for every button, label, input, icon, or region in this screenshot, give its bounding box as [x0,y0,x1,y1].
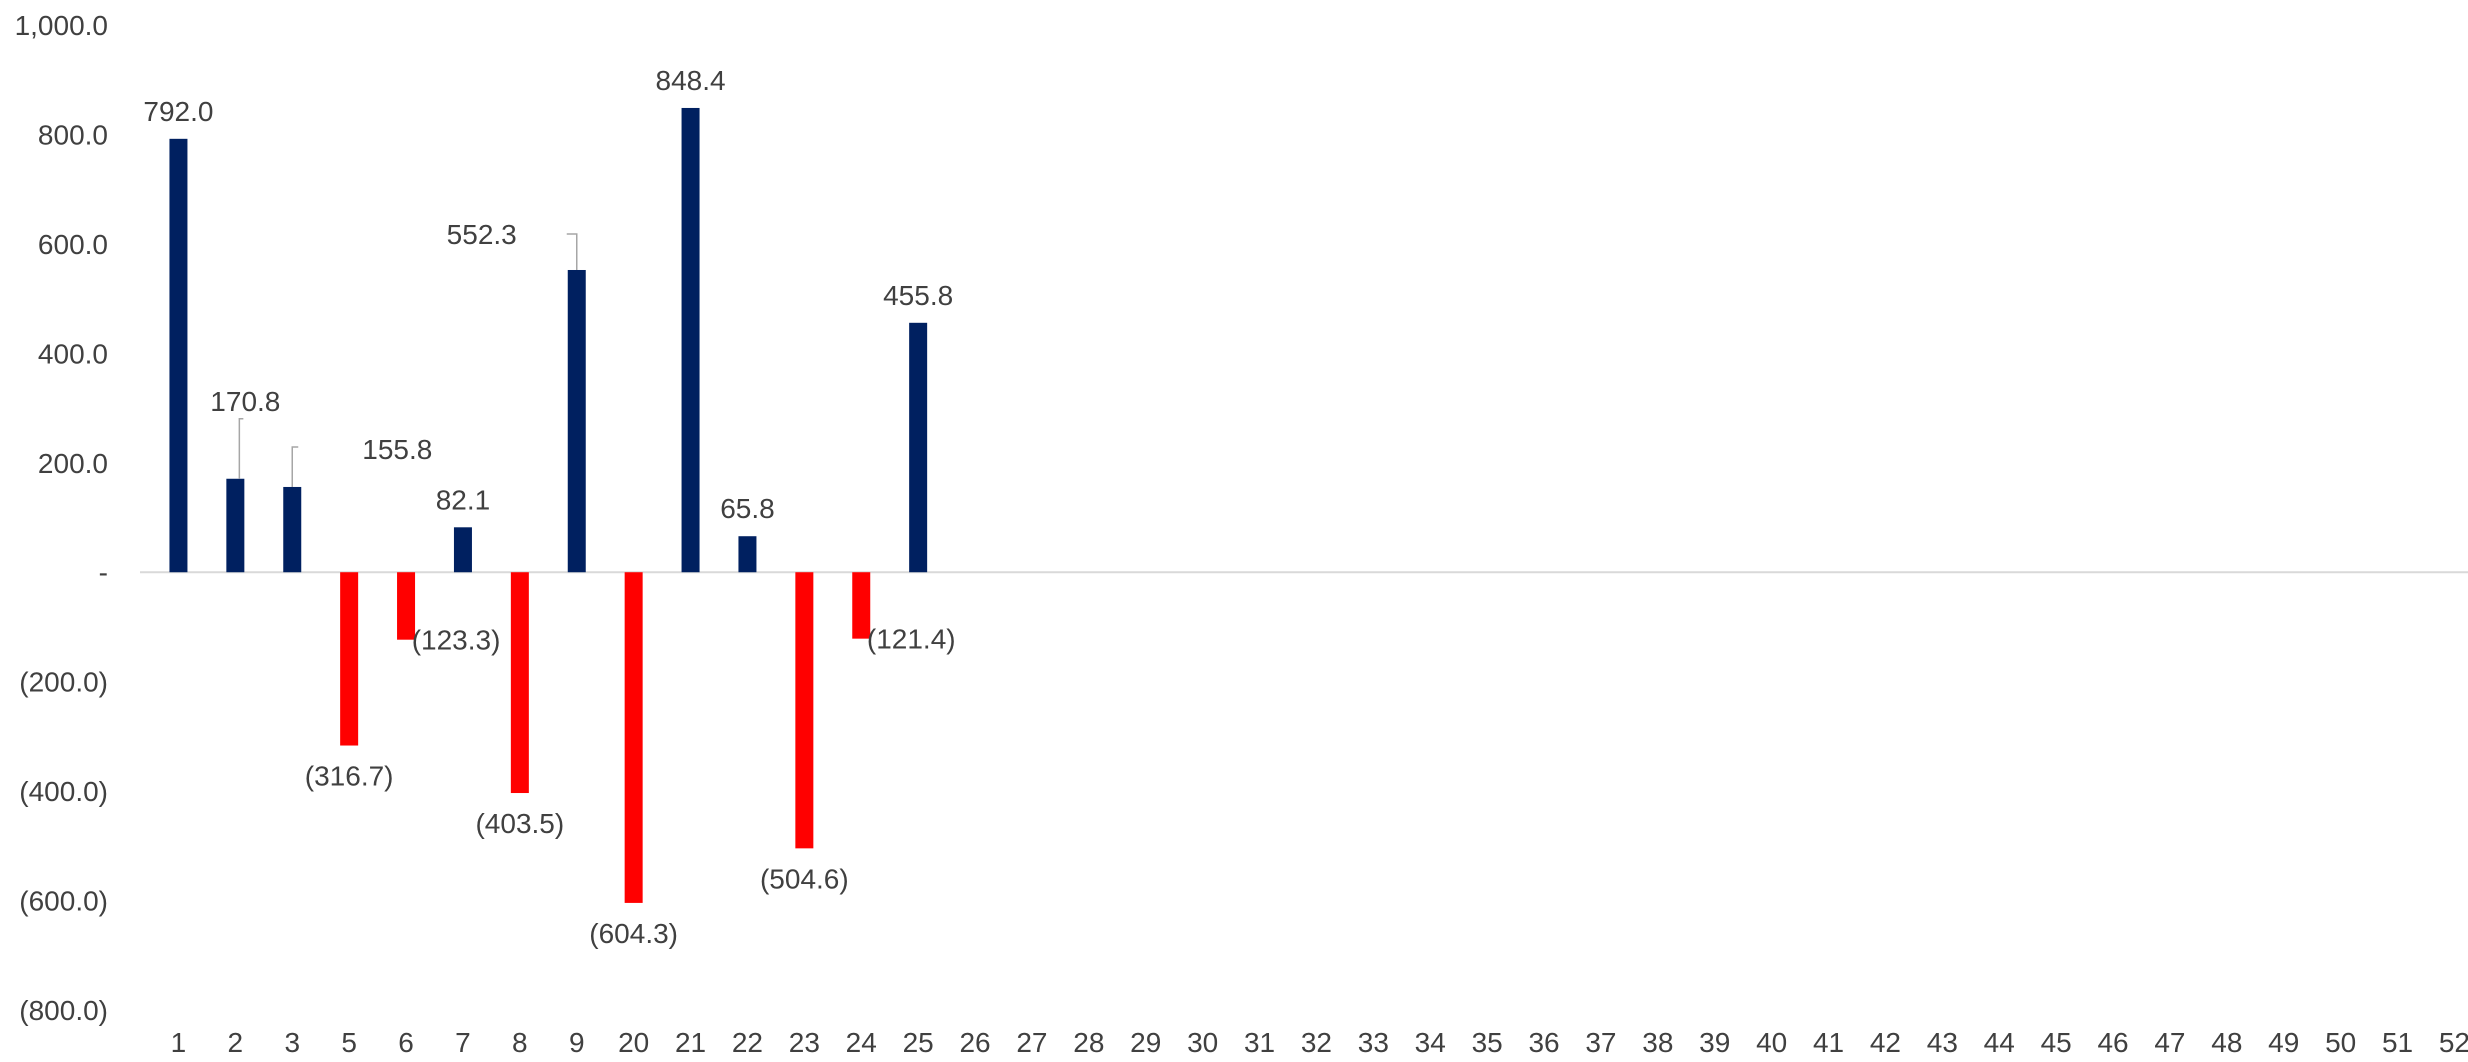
x-tick-label: 44 [1984,1027,2015,1057]
x-tick-label: 47 [2154,1027,2185,1057]
x-tick-label: 52 [2439,1027,2468,1057]
data-label: 455.8 [883,280,953,311]
x-tick-label: 34 [1415,1027,1446,1057]
x-tick-label: 1 [171,1027,187,1057]
x-tick-label: 43 [1927,1027,1958,1057]
bar [567,269,586,573]
x-tick-label: 48 [2211,1027,2242,1057]
bar [510,572,529,794]
x-tick-label: 40 [1756,1027,1787,1057]
x-tick-label: 28 [1073,1027,1104,1057]
x-tick-label: 23 [789,1027,820,1057]
x-tick-label: 37 [1585,1027,1616,1057]
bar [852,572,871,639]
bar [340,572,359,746]
y-tick-label: 800.0 [38,119,108,150]
data-label: 552.3 [447,219,517,250]
x-tick-label: 2 [228,1027,244,1057]
y-tick-label: - [99,557,108,588]
leader-line [566,233,578,270]
x-tick-label: 51 [2382,1027,2413,1057]
data-label: (403.5) [475,808,564,839]
x-tick-label: 8 [512,1027,528,1057]
x-tick-label: 49 [2268,1027,2299,1057]
data-labels: 792.0 170.8 155.8 (316.7) (123.3) 82.1 (403.5)… [143,65,955,949]
bar [624,572,643,903]
y-tick-label: (600.0) [19,886,108,917]
data-label: 848.4 [656,65,726,96]
y-tick-label: 600.0 [38,229,108,260]
x-tick-label: 33 [1358,1027,1389,1057]
bar [681,107,700,573]
bar [226,478,245,573]
data-label: (604.3) [589,918,678,949]
x-tick-label: 30 [1187,1027,1218,1057]
bar [909,322,928,573]
data-label: 65.8 [720,493,775,524]
data-label: 792.0 [143,96,213,127]
y-tick-label: 1,000.0 [15,10,108,41]
data-label: (123.3) [412,625,501,656]
x-tick-label: 31 [1244,1027,1275,1057]
x-tick-label: 3 [284,1027,300,1057]
x-tick-label: 50 [2325,1027,2356,1057]
y-tick-label: (800.0) [19,995,108,1026]
x-tick-label: 26 [959,1027,990,1057]
x-tick-label: 42 [1870,1027,1901,1057]
x-tick-label: 46 [2097,1027,2128,1057]
bar [738,536,757,573]
x-tick-label: 7 [455,1027,471,1057]
x-tick-label: 27 [1016,1027,1047,1057]
x-tick-label: 20 [618,1027,649,1057]
y-tick-label: (400.0) [19,776,108,807]
x-tick-label: 25 [903,1027,934,1057]
bar [795,572,814,849]
x-tick-label: 24 [846,1027,877,1057]
leader-line [238,418,244,479]
data-label: (316.7) [305,761,394,792]
x-tick-label: 45 [2041,1027,2072,1057]
y-tick-label: 200.0 [38,448,108,479]
bars [169,107,928,903]
x-tick-label: 22 [732,1027,763,1057]
x-tick-label: 5 [341,1027,357,1057]
y-tick-label: (200.0) [19,667,108,698]
data-label: 155.8 [362,434,432,465]
x-tick-label: 39 [1699,1027,1730,1057]
data-label: 170.8 [210,386,280,417]
x-tick-label: 32 [1301,1027,1332,1057]
x-tick-label: 6 [398,1027,414,1057]
bar [283,486,302,573]
x-tick-label: 35 [1472,1027,1503,1057]
data-label: (121.4) [867,624,956,655]
data-label: (504.6) [760,863,849,894]
bar [453,527,472,573]
leader-line [291,446,299,487]
y-tick-label: 400.0 [38,338,108,369]
x-tick-label: 9 [569,1027,585,1057]
bar [397,572,416,640]
x-tick-label: 36 [1528,1027,1559,1057]
x-tick-label: 38 [1642,1027,1673,1057]
x-tick-label: 41 [1813,1027,1844,1057]
y-axis: 1,000.0 800.0 600.0 400.0 200.0 - (200.0) (400.… [15,10,108,1026]
bar [169,138,188,573]
x-tick-label: 21 [675,1027,706,1057]
x-axis: 1 2 3 5 6 7 8 9 20 21 22 23 24 25 26 27 28 29 30 31 32 33 34 35… [140,571,2468,1058]
data-label: 82.1 [436,484,491,515]
x-tick-label: 29 [1130,1027,1161,1057]
